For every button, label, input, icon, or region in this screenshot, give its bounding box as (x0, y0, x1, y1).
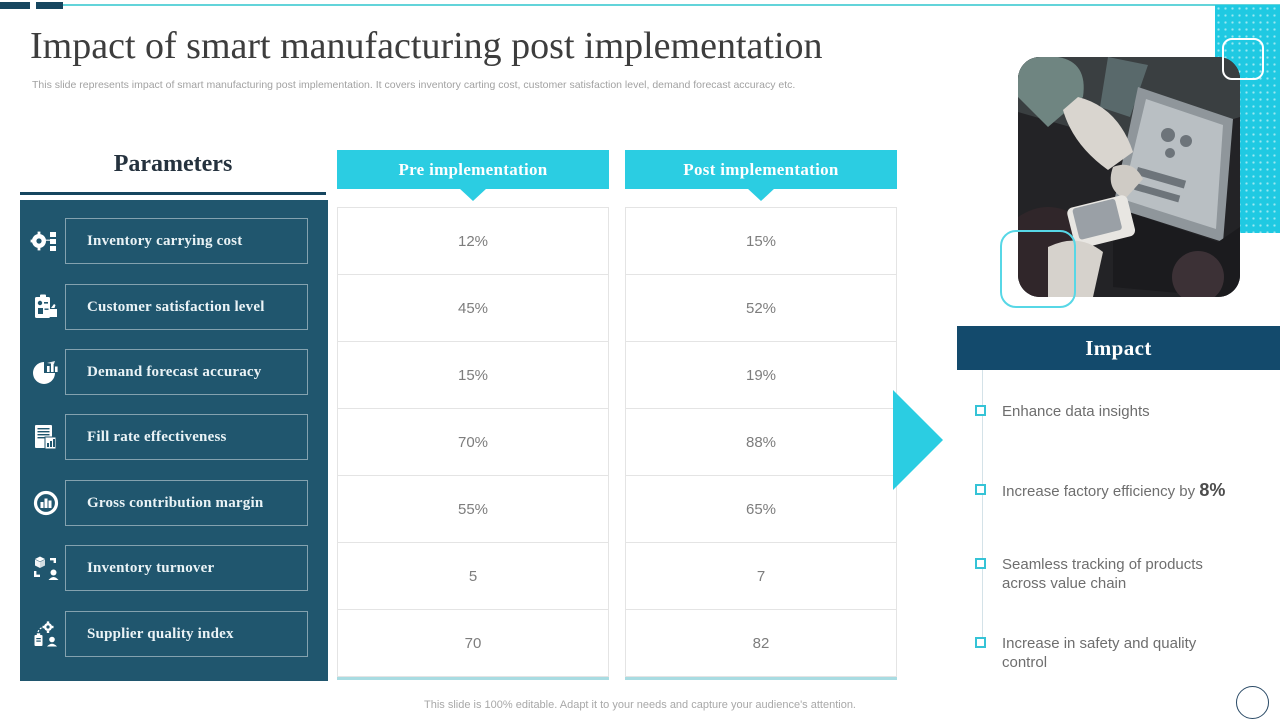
top-bar-segment (36, 2, 63, 9)
parameter-label: Inventory turnover (87, 559, 215, 576)
parameter-label: Customer satisfaction level (87, 298, 265, 315)
impact-heading: Impact (1085, 335, 1152, 360)
impact-highlight: 8% (1199, 480, 1226, 500)
impact-connector-line (982, 370, 983, 648)
page-title: Impact of smart manufacturing post imple… (30, 25, 823, 67)
photo-computer-repair (1018, 57, 1240, 297)
impact-heading-bar: Impact (957, 326, 1280, 370)
person-gear-clipboard-icon (34, 621, 57, 647)
parameter-box: Inventory turnover (65, 545, 308, 591)
parameter-label: Gross contribution margin (87, 494, 264, 511)
header-arrow-down-icon (747, 188, 775, 201)
table-cell: 12% (337, 207, 609, 275)
table-cell: 19% (625, 341, 897, 409)
parameter-row: Demand forecast accuracy (20, 349, 328, 395)
impact-item: Increase in safety and quality control (975, 634, 1212, 672)
parameter-label: Inventory carrying cost (87, 232, 243, 249)
parameter-box: Gross contribution margin (65, 480, 308, 526)
table-cell: 70% (337, 408, 609, 476)
table-cell: 15% (337, 341, 609, 409)
parameter-box: Fill rate effectiveness (65, 414, 308, 460)
footer-note: This slide is 100% editable. Adapt it to… (424, 699, 856, 711)
parameters-panel: Inventory carrying cost Customer satisfa… (20, 200, 328, 681)
parameter-row: Inventory turnover (20, 545, 328, 591)
impact-text: Increase in safety and quality control (1002, 635, 1197, 671)
parameters-underline (20, 192, 326, 195)
table-cell: 65% (625, 475, 897, 543)
pie-chart-icon (33, 361, 58, 384)
page-subtitle: This slide represents impact of smart ma… (32, 79, 796, 91)
gear-list-icon (30, 231, 56, 251)
post-implementation-table: 15% 52% 19% 88% 65% 7 82 (625, 207, 897, 680)
parameters-heading: Parameters (113, 151, 233, 177)
table-cell: 15% (625, 207, 897, 275)
parameter-label: Demand forecast accuracy (87, 363, 262, 380)
parameter-row: Fill rate effectiveness (20, 414, 328, 460)
impact-text-part: Increase factory efficiency by (1002, 483, 1200, 500)
parameter-box: Supplier quality index (65, 611, 308, 657)
table-cell: 88% (625, 408, 897, 476)
document-chart-icon (35, 425, 57, 450)
table-cell: 70 (337, 609, 609, 677)
impact-item: Enhance data insights (975, 402, 1222, 421)
column-header-label: Pre implementation (398, 159, 548, 179)
top-accent-line (63, 4, 1280, 6)
square-bullet-icon (975, 637, 986, 648)
parameter-row: Inventory carrying cost (20, 218, 328, 264)
parameter-label: Fill rate effectiveness (87, 428, 227, 445)
clipboard-thumbsup-icon (35, 294, 57, 318)
square-bullet-icon (975, 558, 986, 569)
box-cycle-person-icon (34, 556, 59, 580)
impact-text: Seamless tracking of products across val… (1002, 556, 1203, 592)
arrow-right-icon (893, 390, 943, 490)
top-bar-segment (0, 2, 30, 9)
donut-bars-icon (33, 490, 59, 516)
parameter-box: Customer satisfaction level (65, 284, 308, 330)
parameter-row: Gross contribution margin (20, 480, 328, 526)
pre-implementation-table: 12% 45% 15% 70% 55% 5 70 (337, 207, 609, 680)
square-bullet-icon (975, 484, 986, 495)
post-implementation-column: Post implementation 15% 52% 19% 88% 65% … (625, 150, 897, 680)
impact-item: Seamless tracking of products across val… (975, 555, 1220, 593)
pre-implementation-column: Pre implementation 12% 45% 15% 70% 55% 5… (337, 150, 609, 680)
parameter-row: Supplier quality index (20, 611, 328, 657)
table-cell: 7 (625, 542, 897, 610)
post-implementation-header: Post implementation (625, 150, 897, 201)
table-cell: 82 (625, 609, 897, 677)
impact-item: Increase factory efficiency by 8% (975, 481, 1262, 501)
square-bullet-icon (975, 405, 986, 416)
parameter-label: Supplier quality index (87, 625, 234, 642)
pre-implementation-header: Pre implementation (337, 150, 609, 201)
rounded-square-outline-cyan (1000, 230, 1076, 308)
corner-circle-decoration (1236, 686, 1269, 719)
rounded-square-outline-white (1222, 38, 1264, 80)
column-header-label: Post implementation (683, 159, 839, 179)
impact-text: Enhance data insights (1002, 403, 1150, 420)
table-cell: 45% (337, 274, 609, 342)
parameter-box: Inventory carrying cost (65, 218, 308, 264)
table-cell: 52% (625, 274, 897, 342)
parameter-row: Customer satisfaction level (20, 284, 328, 330)
table-cell: 55% (337, 475, 609, 543)
photo-illustration (1018, 57, 1240, 297)
parameter-box: Demand forecast accuracy (65, 349, 308, 395)
header-arrow-down-icon (459, 188, 487, 201)
impact-text: Increase factory efficiency by 8% (1002, 481, 1262, 501)
table-cell: 5 (337, 542, 609, 610)
